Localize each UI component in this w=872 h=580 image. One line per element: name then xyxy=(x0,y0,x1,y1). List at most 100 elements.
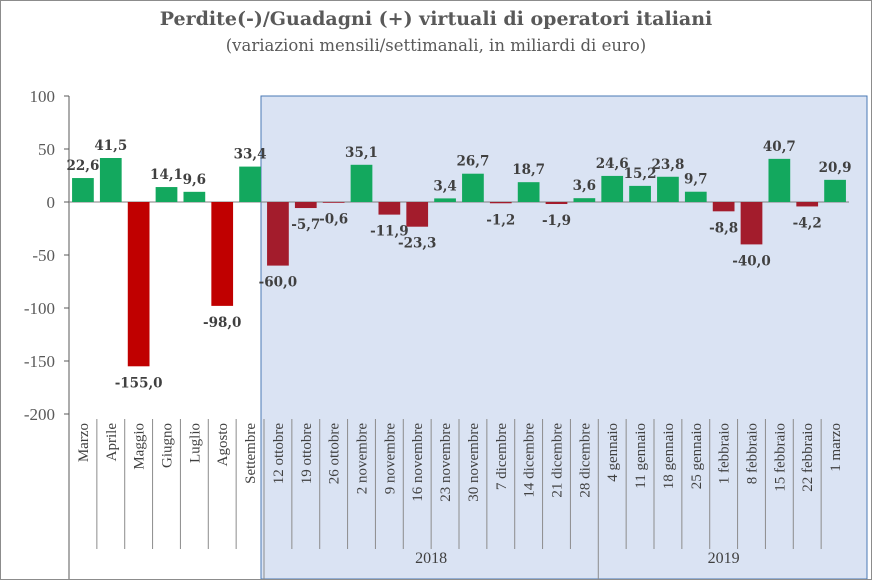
y-tick-label: 0 xyxy=(47,193,56,212)
x-tick-label: Agosto xyxy=(215,423,231,466)
bar xyxy=(684,191,707,202)
data-label: 33,4 xyxy=(234,147,267,163)
x-tick-label: 4 gennaio xyxy=(605,423,621,482)
x-tick-label: Maggio xyxy=(132,423,148,470)
chart-subtitle: (variazioni mensili/settimanali, in mili… xyxy=(226,36,646,55)
bar xyxy=(796,202,819,207)
data-label: -5,7 xyxy=(291,217,320,233)
x-tick-label: Marzo xyxy=(76,423,92,462)
x-tick-labels: Marzo Aprile Maggio Giugno Luglio Agosto Sette… xyxy=(76,423,844,502)
chart-title: Perdite(-)/Guadagni (+) virtuali di oper… xyxy=(160,8,713,30)
bar xyxy=(99,158,122,202)
x-tick-label: 21 dicembre xyxy=(550,423,566,498)
bars xyxy=(72,158,846,367)
bar xyxy=(267,202,289,266)
x-tick-label: 1 marzo xyxy=(828,423,844,472)
y-tick-label: 100 xyxy=(30,87,56,106)
x-tick-label: 23 novembre xyxy=(438,423,454,502)
bar xyxy=(462,173,484,202)
x-group-label: 2018 xyxy=(415,550,447,567)
y-tick-label: -150 xyxy=(24,352,55,371)
x-tick-label: 11 gennaio xyxy=(633,423,649,489)
bar xyxy=(406,202,429,227)
x-group-label: 2019 xyxy=(708,550,740,567)
bar xyxy=(601,175,624,202)
data-label: -40,0 xyxy=(732,253,770,269)
bar xyxy=(629,185,651,202)
data-label: -60,0 xyxy=(259,275,297,291)
data-label: 22,6 xyxy=(66,158,99,174)
x-tick-label: Luglio xyxy=(187,423,203,463)
x-tick-label: 1 febbraio xyxy=(717,423,733,484)
bar xyxy=(434,198,456,202)
x-tick-label: 26 ottobre xyxy=(327,423,343,485)
bar xyxy=(573,198,596,202)
data-label: 3,6 xyxy=(573,178,597,194)
bar xyxy=(72,178,94,202)
bar xyxy=(350,164,373,202)
bar xyxy=(545,202,568,205)
data-label: -0,6 xyxy=(319,212,348,228)
bar xyxy=(183,191,206,202)
bar xyxy=(768,158,791,202)
data-label: -155,0 xyxy=(115,375,163,391)
y-tick-label: -50 xyxy=(32,246,55,265)
x-tick-label: 2 novembre xyxy=(355,423,371,495)
x-group-labels: 2018 2019 xyxy=(415,550,740,567)
data-label: 15,2 xyxy=(624,166,657,182)
x-tick-label: 12 ottobre xyxy=(271,423,287,485)
bar xyxy=(657,176,679,202)
bar xyxy=(740,202,763,245)
x-tick-label: Giugno xyxy=(160,423,176,468)
x-tick-label: 19 ottobre xyxy=(299,423,315,485)
data-label: -4,2 xyxy=(793,215,822,231)
x-tick-label: 25 gennaio xyxy=(689,423,705,489)
y-tick-label: -200 xyxy=(24,405,55,424)
data-label: 40,7 xyxy=(763,139,796,155)
data-label: 20,9 xyxy=(819,160,852,176)
data-label: 23,8 xyxy=(651,157,684,173)
data-label: 3,4 xyxy=(433,178,457,194)
data-label: 18,7 xyxy=(512,162,545,178)
bar xyxy=(155,187,178,202)
x-tick-label: 28 dicembre xyxy=(577,423,593,498)
bar xyxy=(824,179,846,202)
data-label: -11,9 xyxy=(370,224,408,240)
x-tick-label: 8 febbraio xyxy=(745,423,761,484)
bar xyxy=(294,202,317,209)
x-tick-label: 14 dicembre xyxy=(522,423,538,498)
x-tick-label: 22 febbraio xyxy=(800,423,816,492)
bar xyxy=(378,202,401,215)
x-tick-label: Aprile xyxy=(104,423,120,462)
x-tick-label: 9 novembre xyxy=(382,423,398,495)
data-label: 35,1 xyxy=(345,145,378,161)
y-tick-label: 50 xyxy=(38,140,55,159)
bar xyxy=(517,182,540,202)
data-label: -8,8 xyxy=(709,220,738,236)
data-label: 9,6 xyxy=(183,172,207,188)
data-label: -98,0 xyxy=(203,315,241,331)
bar xyxy=(712,202,735,212)
data-label: 9,7 xyxy=(684,172,708,188)
x-tick-label: 18 gennaio xyxy=(661,423,677,489)
bar xyxy=(127,202,150,367)
x-tick-label: 16 novembre xyxy=(410,423,426,502)
data-label: 14,1 xyxy=(150,167,183,183)
y-tick-label: -100 xyxy=(24,299,55,318)
data-label: 24,6 xyxy=(596,156,629,172)
bar xyxy=(211,202,234,306)
data-label: 41,5 xyxy=(94,138,127,154)
x-tick-label: 7 dicembre xyxy=(494,423,510,490)
bar xyxy=(239,166,261,202)
data-label: -1,9 xyxy=(542,213,571,229)
x-tick-label: Settembre xyxy=(243,423,259,484)
data-labels: 22,641,5-155,014,1 9,6-98,033,4-60,0-5,7-… xyxy=(66,138,851,391)
data-label: -23,3 xyxy=(398,236,436,252)
x-tick-label: 30 novembre xyxy=(466,423,482,502)
data-label: 26,7 xyxy=(456,154,489,170)
data-label: -1,2 xyxy=(486,212,515,228)
x-tick-label: 15 febbraio xyxy=(772,423,788,492)
bar xyxy=(489,202,512,204)
